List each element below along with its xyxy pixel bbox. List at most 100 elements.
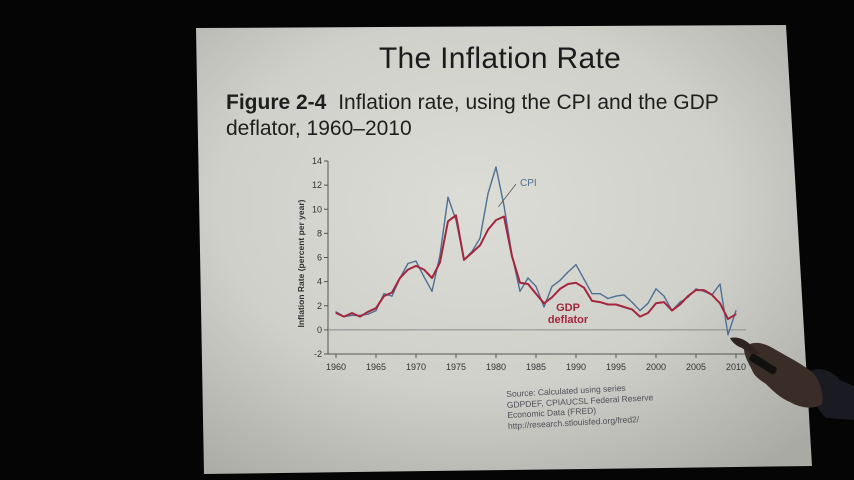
data-point-cpi — [623, 294, 625, 296]
gdp-deflator-annotation: deflator — [548, 314, 589, 326]
data-point-gdp-deflator — [415, 265, 417, 267]
data-point-cpi — [383, 293, 385, 295]
data-point-gdp-deflator — [487, 229, 489, 231]
data-point-gdp-deflator — [623, 306, 625, 308]
y-tick-label: 12 — [312, 180, 322, 190]
x-tick-label: 1985 — [526, 362, 546, 372]
figure-caption: Figure 2-4 Inflation rate, using the CPI… — [226, 90, 786, 142]
data-point-gdp-deflator — [703, 289, 705, 291]
data-point-cpi — [367, 313, 369, 315]
data-point-cpi — [607, 297, 609, 300]
data-point-gdp-deflator — [655, 302, 657, 304]
data-point-gdp-deflator — [647, 312, 649, 314]
data-point-gdp-deflator — [735, 313, 737, 315]
data-point-gdp-deflator — [335, 312, 337, 314]
data-point-gdp-deflator — [351, 312, 353, 314]
y-tick-label: 10 — [312, 204, 322, 214]
data-point-cpi — [599, 293, 601, 295]
data-point-gdp-deflator — [463, 259, 465, 261]
data-point-gdp-deflator — [583, 287, 585, 289]
data-point-cpi — [727, 334, 729, 336]
cpi-annotation: CPI — [520, 178, 537, 189]
data-point-gdp-deflator — [407, 268, 409, 271]
data-point-gdp-deflator — [431, 277, 433, 279]
x-tick-label: 1980 — [486, 362, 506, 372]
data-point-cpi — [351, 314, 353, 316]
data-point-gdp-deflator — [559, 288, 561, 290]
data-point-gdp-deflator — [359, 316, 361, 318]
presenter-pointer — [749, 353, 777, 375]
data-point-gdp-deflator — [599, 301, 601, 303]
data-point-cpi — [575, 264, 577, 266]
data-point-gdp-deflator — [695, 289, 697, 291]
data-point-cpi — [423, 276, 425, 278]
data-point-cpi — [439, 254, 441, 256]
data-point-gdp-deflator — [471, 252, 473, 254]
data-point-gdp-deflator — [711, 294, 713, 296]
data-point-cpi — [655, 288, 657, 290]
data-point-cpi — [647, 302, 649, 304]
data-point-cpi — [551, 285, 553, 288]
data-point-gdp-deflator — [551, 296, 553, 298]
data-point-cpi — [679, 301, 681, 303]
data-point-gdp-deflator — [719, 302, 721, 304]
data-point-gdp-deflator — [687, 295, 689, 297]
data-point-gdp-deflator — [399, 277, 401, 279]
data-point-gdp-deflator — [503, 215, 505, 218]
data-point-cpi — [527, 277, 529, 279]
presenter-hand-shape — [744, 342, 823, 408]
data-point-cpi — [559, 279, 561, 282]
data-point-cpi — [543, 306, 545, 308]
x-tick-label: 2005 — [686, 362, 706, 372]
data-point-cpi — [639, 309, 641, 312]
data-point-gdp-deflator — [479, 244, 481, 247]
data-point-cpi — [591, 293, 593, 295]
data-point-gdp-deflator — [671, 309, 673, 312]
data-point-cpi — [503, 205, 505, 207]
presenter-sleeve — [808, 369, 854, 420]
presenter-finger — [730, 337, 760, 355]
gdp-deflator-annotation: GDP — [556, 302, 580, 314]
y-tick-label: 14 — [312, 156, 322, 166]
data-point-gdp-deflator — [423, 268, 425, 271]
data-point-cpi — [519, 290, 521, 292]
data-point-cpi — [335, 311, 337, 313]
x-tick-label: 2000 — [646, 362, 666, 372]
data-point-cpi — [535, 285, 537, 288]
slide-title: The Inflation Rate — [378, 42, 622, 75]
data-point-gdp-deflator — [607, 303, 609, 306]
data-point-cpi — [479, 237, 481, 239]
projection-screen — [196, 25, 812, 474]
data-point-gdp-deflator — [383, 295, 385, 297]
data-point-cpi — [495, 166, 497, 168]
data-point-gdp-deflator — [447, 220, 449, 222]
data-point-cpi — [735, 309, 737, 312]
data-point-gdp-deflator — [591, 300, 593, 302]
data-point-cpi — [431, 290, 433, 292]
data-point-cpi — [615, 295, 617, 297]
figure-caption-text: Inflation rate, using the CPI and the GD… — [226, 91, 719, 140]
data-point-gdp-deflator — [727, 318, 729, 320]
data-point-gdp-deflator — [631, 308, 633, 310]
x-tick-label: 2010 — [726, 362, 746, 372]
data-point-gdp-deflator — [663, 301, 665, 303]
y-tick-label: -2 — [314, 349, 322, 359]
y-tick-label: 8 — [317, 228, 322, 238]
data-point-gdp-deflator — [535, 293, 537, 295]
data-point-gdp-deflator — [495, 219, 497, 221]
data-point-gdp-deflator — [367, 311, 369, 313]
data-point-gdp-deflator — [439, 261, 441, 263]
y-tick-label: 4 — [317, 277, 322, 287]
data-point-cpi — [487, 192, 489, 195]
data-point-cpi — [583, 278, 585, 280]
data-point-cpi — [415, 260, 417, 262]
x-tick-label: 1975 — [446, 362, 466, 372]
y-axis-label: Inflation Rate (percent per year) — [296, 199, 306, 327]
data-point-cpi — [631, 301, 633, 303]
data-point-gdp-deflator — [575, 282, 577, 284]
y-tick-label: 6 — [317, 253, 322, 263]
x-tick-label: 1970 — [406, 362, 426, 372]
data-point-cpi — [719, 283, 721, 285]
